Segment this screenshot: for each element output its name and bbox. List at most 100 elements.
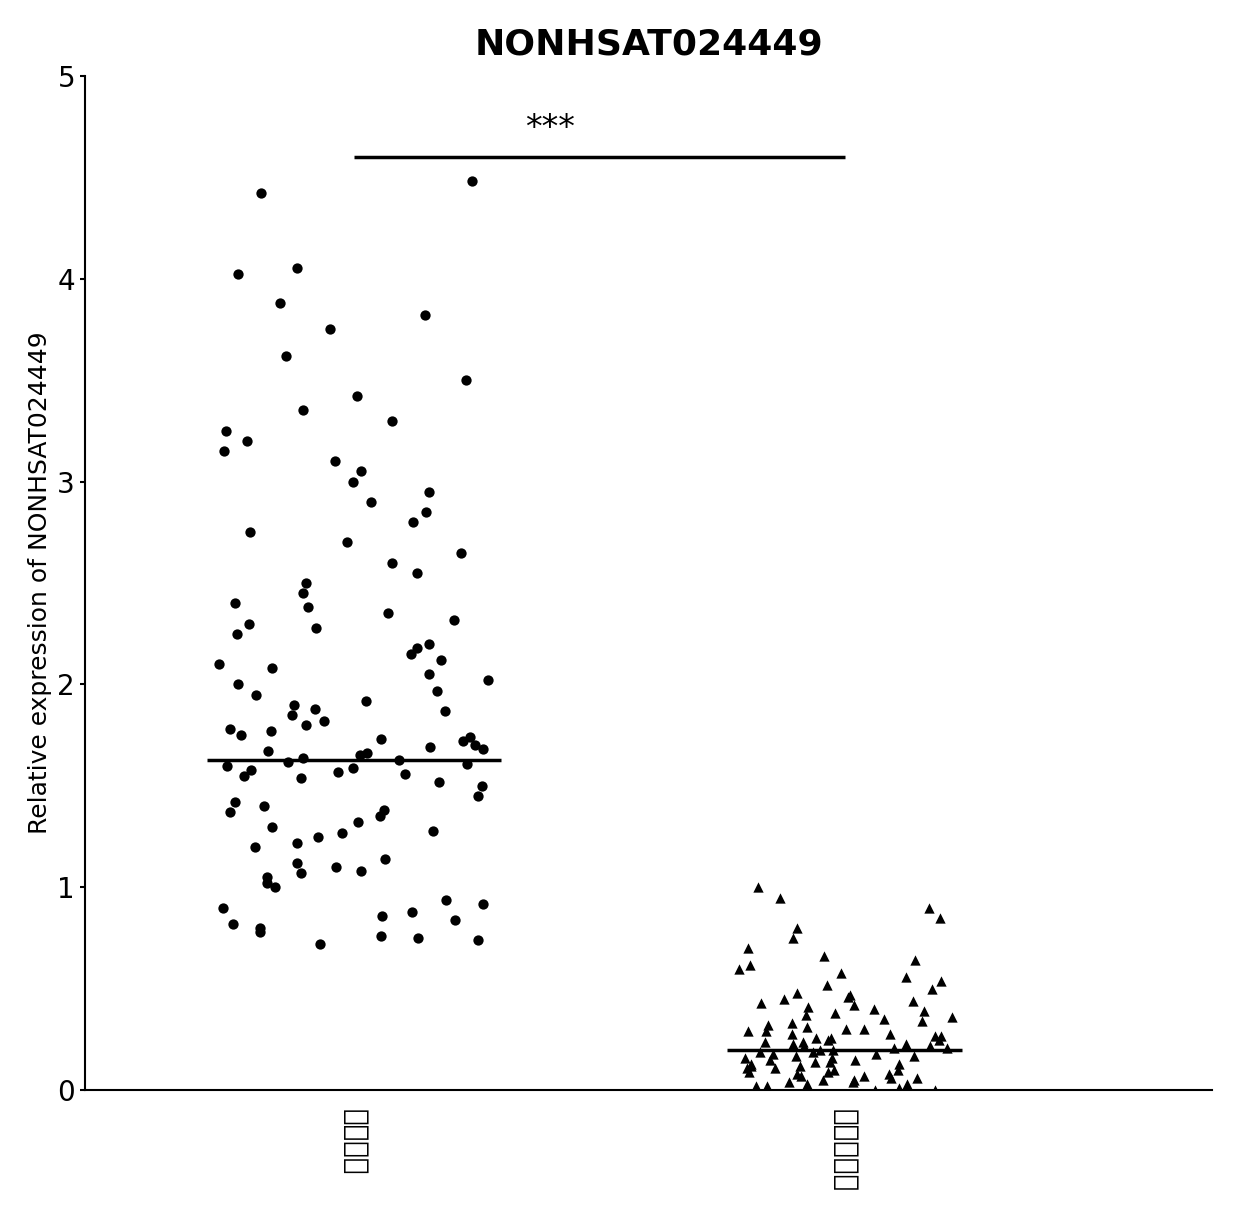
Point xyxy=(797,1017,817,1037)
Point xyxy=(888,1060,908,1080)
Y-axis label: Relative expression of NONHSAT024449: Relative expression of NONHSAT024449 xyxy=(27,332,52,834)
Point xyxy=(729,959,749,978)
Point xyxy=(750,1042,770,1061)
Point xyxy=(286,259,306,278)
Point xyxy=(435,702,455,721)
Point xyxy=(456,371,476,390)
Point xyxy=(806,1027,826,1047)
Point xyxy=(343,758,363,777)
Point xyxy=(246,837,265,856)
Point xyxy=(296,715,316,734)
Point xyxy=(232,726,252,745)
Point xyxy=(787,1064,807,1083)
Point xyxy=(325,451,345,471)
Point xyxy=(854,1020,874,1039)
Point xyxy=(920,898,940,917)
Point xyxy=(342,472,362,492)
Point xyxy=(372,926,392,946)
Point xyxy=(805,1052,825,1071)
Point xyxy=(474,894,494,914)
Point xyxy=(239,614,259,633)
Point xyxy=(874,1010,894,1030)
Point xyxy=(374,800,394,820)
Point xyxy=(347,387,367,406)
Point xyxy=(265,877,285,897)
Point xyxy=(370,806,389,826)
Point xyxy=(453,732,472,752)
Point xyxy=(420,738,440,758)
Point xyxy=(931,1026,951,1046)
Point xyxy=(262,659,281,678)
Point xyxy=(389,750,409,770)
Point xyxy=(241,522,260,542)
Point xyxy=(897,967,916,987)
Point xyxy=(378,604,398,623)
Point xyxy=(314,711,334,731)
Point xyxy=(937,1038,957,1058)
Point xyxy=(889,1054,909,1074)
Point xyxy=(228,623,248,643)
Point xyxy=(786,983,806,1003)
Point xyxy=(738,938,758,958)
Point xyxy=(796,1005,816,1025)
Point xyxy=(262,816,281,836)
Point xyxy=(237,431,257,450)
Point xyxy=(787,919,807,938)
Point xyxy=(215,442,234,461)
Point xyxy=(770,888,790,908)
Point xyxy=(823,1039,843,1059)
Point xyxy=(465,736,485,755)
Point xyxy=(779,1072,799,1092)
Point xyxy=(844,1050,864,1070)
Point xyxy=(376,849,396,869)
Point xyxy=(290,864,310,883)
Point xyxy=(451,543,471,562)
Point xyxy=(275,346,295,366)
Point xyxy=(460,727,480,747)
Point xyxy=(905,950,925,970)
Point xyxy=(351,461,371,481)
Point xyxy=(866,1044,885,1064)
Point xyxy=(755,1032,775,1052)
Point xyxy=(456,754,476,773)
Point xyxy=(897,1075,916,1094)
Point xyxy=(428,681,448,700)
Point xyxy=(804,1042,823,1061)
Point xyxy=(408,564,428,583)
Point xyxy=(320,320,340,339)
Point xyxy=(419,665,439,684)
Point xyxy=(310,935,330,954)
Point xyxy=(329,762,348,782)
Point xyxy=(822,1048,842,1068)
Point xyxy=(469,931,489,950)
Point xyxy=(419,634,439,654)
Point xyxy=(435,889,455,909)
Point xyxy=(223,914,243,933)
Point xyxy=(361,492,381,511)
Point xyxy=(337,533,357,553)
Point xyxy=(810,1039,830,1059)
Point xyxy=(294,400,314,420)
Point xyxy=(224,593,244,612)
Point xyxy=(252,183,272,203)
Point xyxy=(838,987,858,1006)
Point xyxy=(751,993,771,1013)
Point xyxy=(281,705,301,725)
Point xyxy=(408,928,428,948)
Point xyxy=(219,720,239,739)
Point xyxy=(250,919,270,938)
Point xyxy=(288,853,308,872)
Point xyxy=(234,766,254,786)
Point xyxy=(228,675,248,694)
Point xyxy=(831,963,851,982)
Point xyxy=(794,1036,813,1055)
Title: NONHSAT024449: NONHSAT024449 xyxy=(474,28,823,62)
Point xyxy=(382,553,402,572)
Point xyxy=(742,1057,761,1076)
Point xyxy=(472,776,492,795)
Point xyxy=(284,695,304,715)
Point xyxy=(216,421,236,440)
Point xyxy=(348,813,368,832)
Point xyxy=(908,1069,928,1088)
Point xyxy=(298,598,317,617)
